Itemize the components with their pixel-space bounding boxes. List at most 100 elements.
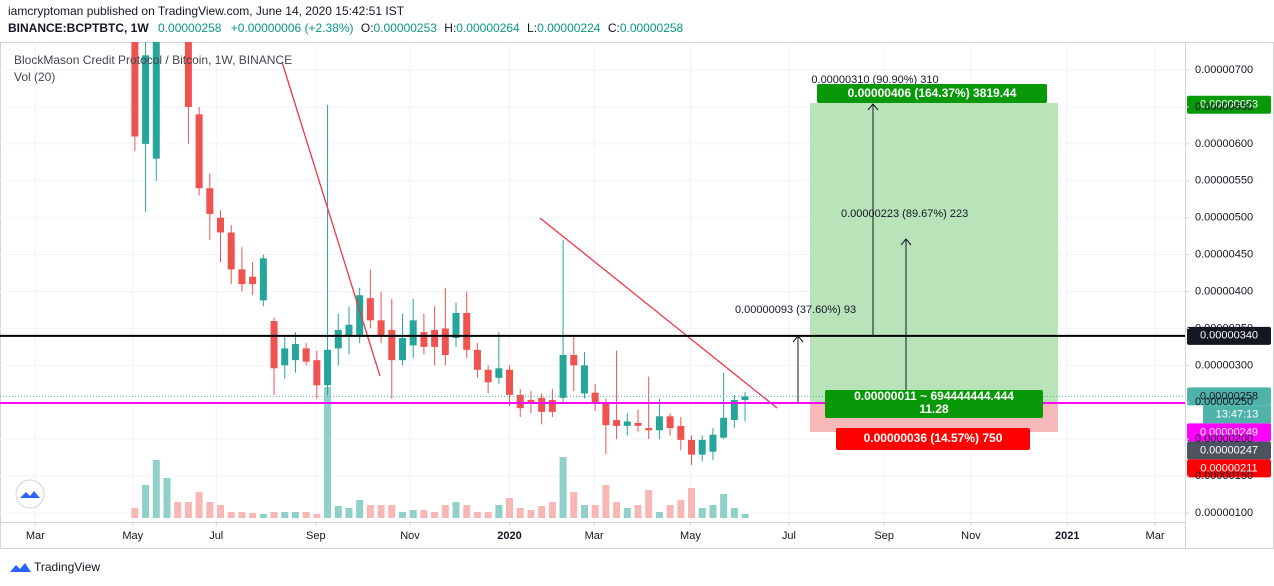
volume-bar <box>484 512 492 518</box>
candle-body <box>345 324 353 336</box>
candle-body <box>677 425 685 440</box>
price-tag <box>1187 387 1271 406</box>
candle-body <box>495 368 503 378</box>
volume-bar <box>206 502 214 518</box>
candle-body <box>324 349 332 386</box>
candle-body <box>484 369 492 383</box>
candle-body <box>388 329 396 361</box>
countdown: 13:47:13 <box>1216 408 1259 420</box>
candle-body <box>291 343 299 361</box>
x-tick-label: May <box>122 530 143 542</box>
candle-body <box>142 55 150 144</box>
volume-bar <box>580 505 588 518</box>
candle-body <box>238 269 246 285</box>
target-zone <box>810 103 1058 403</box>
footer-brand: TradingView <box>34 560 100 574</box>
volume-bar <box>302 512 310 518</box>
price-tag-label: 0.00000653 <box>1200 99 1258 111</box>
ohlc-value: 0.00000253 <box>374 21 438 35</box>
y-tick-label: 0.00000150 <box>1195 470 1253 482</box>
ohlc-value: 0.00000224 <box>537 21 601 35</box>
candle-body <box>645 428 653 431</box>
stop-label: 0.00000036 (14.57%) 750 <box>864 431 1003 445</box>
volume-pane <box>131 387 749 518</box>
target-label-box <box>817 84 1047 103</box>
volume-bar <box>313 514 321 518</box>
candle-body <box>131 42 139 137</box>
author-line: iamcryptoman published on TradingView.co… <box>8 4 405 18</box>
volume-bar <box>366 505 374 518</box>
arrow <box>792 335 804 403</box>
y-tick-label: 0.00000450 <box>1195 249 1253 261</box>
y-tick-label: 0.00000400 <box>1195 285 1253 297</box>
x-tick-label: Sep <box>306 530 326 542</box>
y-tick-label: 0.00000250 <box>1195 396 1253 408</box>
volume-bar <box>634 505 642 518</box>
x-tick-label: 2021 <box>1055 530 1079 542</box>
logo-badge[interactable] <box>15 479 45 509</box>
volume-label: Vol (20) <box>14 70 55 84</box>
volume-bar <box>527 510 535 518</box>
candle-body <box>217 217 225 233</box>
volume-bar <box>409 510 417 518</box>
ohlc-value: 0.00000264 <box>456 21 520 35</box>
trend-line <box>281 61 381 377</box>
x-tick-label: Jul <box>209 530 223 542</box>
candle-body <box>709 434 717 452</box>
candle-body <box>313 360 321 386</box>
candle-body <box>720 417 728 438</box>
volume-bar <box>698 508 706 518</box>
volume-bar <box>570 492 578 518</box>
candle-body <box>206 188 214 215</box>
arrows <box>792 103 912 403</box>
candle-body <box>538 397 546 412</box>
volume-bar <box>281 512 289 518</box>
y-tick-label: 0.00000600 <box>1195 138 1253 150</box>
volume-bar <box>559 457 567 518</box>
candle-body <box>559 355 567 398</box>
entry-label-box <box>825 390 1043 418</box>
volume-bar <box>388 505 396 518</box>
volume-bar <box>377 505 385 518</box>
volume-bar <box>270 512 278 518</box>
logo-icon <box>20 491 40 498</box>
candle-body <box>227 232 235 270</box>
y-tick-label: 0.00000550 <box>1195 175 1253 187</box>
volume-bar <box>163 478 171 518</box>
volume-bar <box>324 387 332 518</box>
candle-body <box>152 42 160 159</box>
symbol-line: BINANCE:BCPTBTC, 1W 0.00000258 +0.000000… <box>8 21 684 35</box>
candle-body <box>356 295 364 336</box>
price-tag <box>1187 423 1271 442</box>
volume-bar <box>730 508 738 518</box>
ohlc-value: 0.00000258 <box>620 21 684 35</box>
candle-body <box>195 114 203 189</box>
ohlc-key: O: <box>361 21 374 35</box>
candles <box>131 42 749 466</box>
volume-bar <box>441 505 449 518</box>
candle-body <box>613 419 621 426</box>
candle-body <box>516 394 524 409</box>
candle-body <box>548 400 556 412</box>
candle-body <box>580 365 588 394</box>
volume-bar <box>666 505 674 518</box>
x-tick-label: Nov <box>400 530 420 542</box>
price-tag <box>1187 95 1271 114</box>
candle-body <box>506 369 514 395</box>
candle-body <box>409 320 417 346</box>
countdown-tag <box>1203 405 1271 424</box>
volume-bar <box>184 502 192 518</box>
volume-bar <box>613 502 621 518</box>
change: +0.00000006 (+2.38%) <box>231 21 354 35</box>
candle-body <box>666 416 674 429</box>
candle-body <box>259 258 267 301</box>
volume-bar <box>655 512 663 518</box>
y-tick-label: 0.00000100 <box>1195 507 1253 519</box>
target-label: 0.00000406 (164.37%) 3819.44 <box>848 86 1017 100</box>
volume-bar <box>131 508 139 518</box>
stop-label-box <box>836 428 1030 450</box>
candle-body <box>366 298 374 321</box>
volume-bar <box>334 506 342 518</box>
candle-body <box>741 396 749 401</box>
